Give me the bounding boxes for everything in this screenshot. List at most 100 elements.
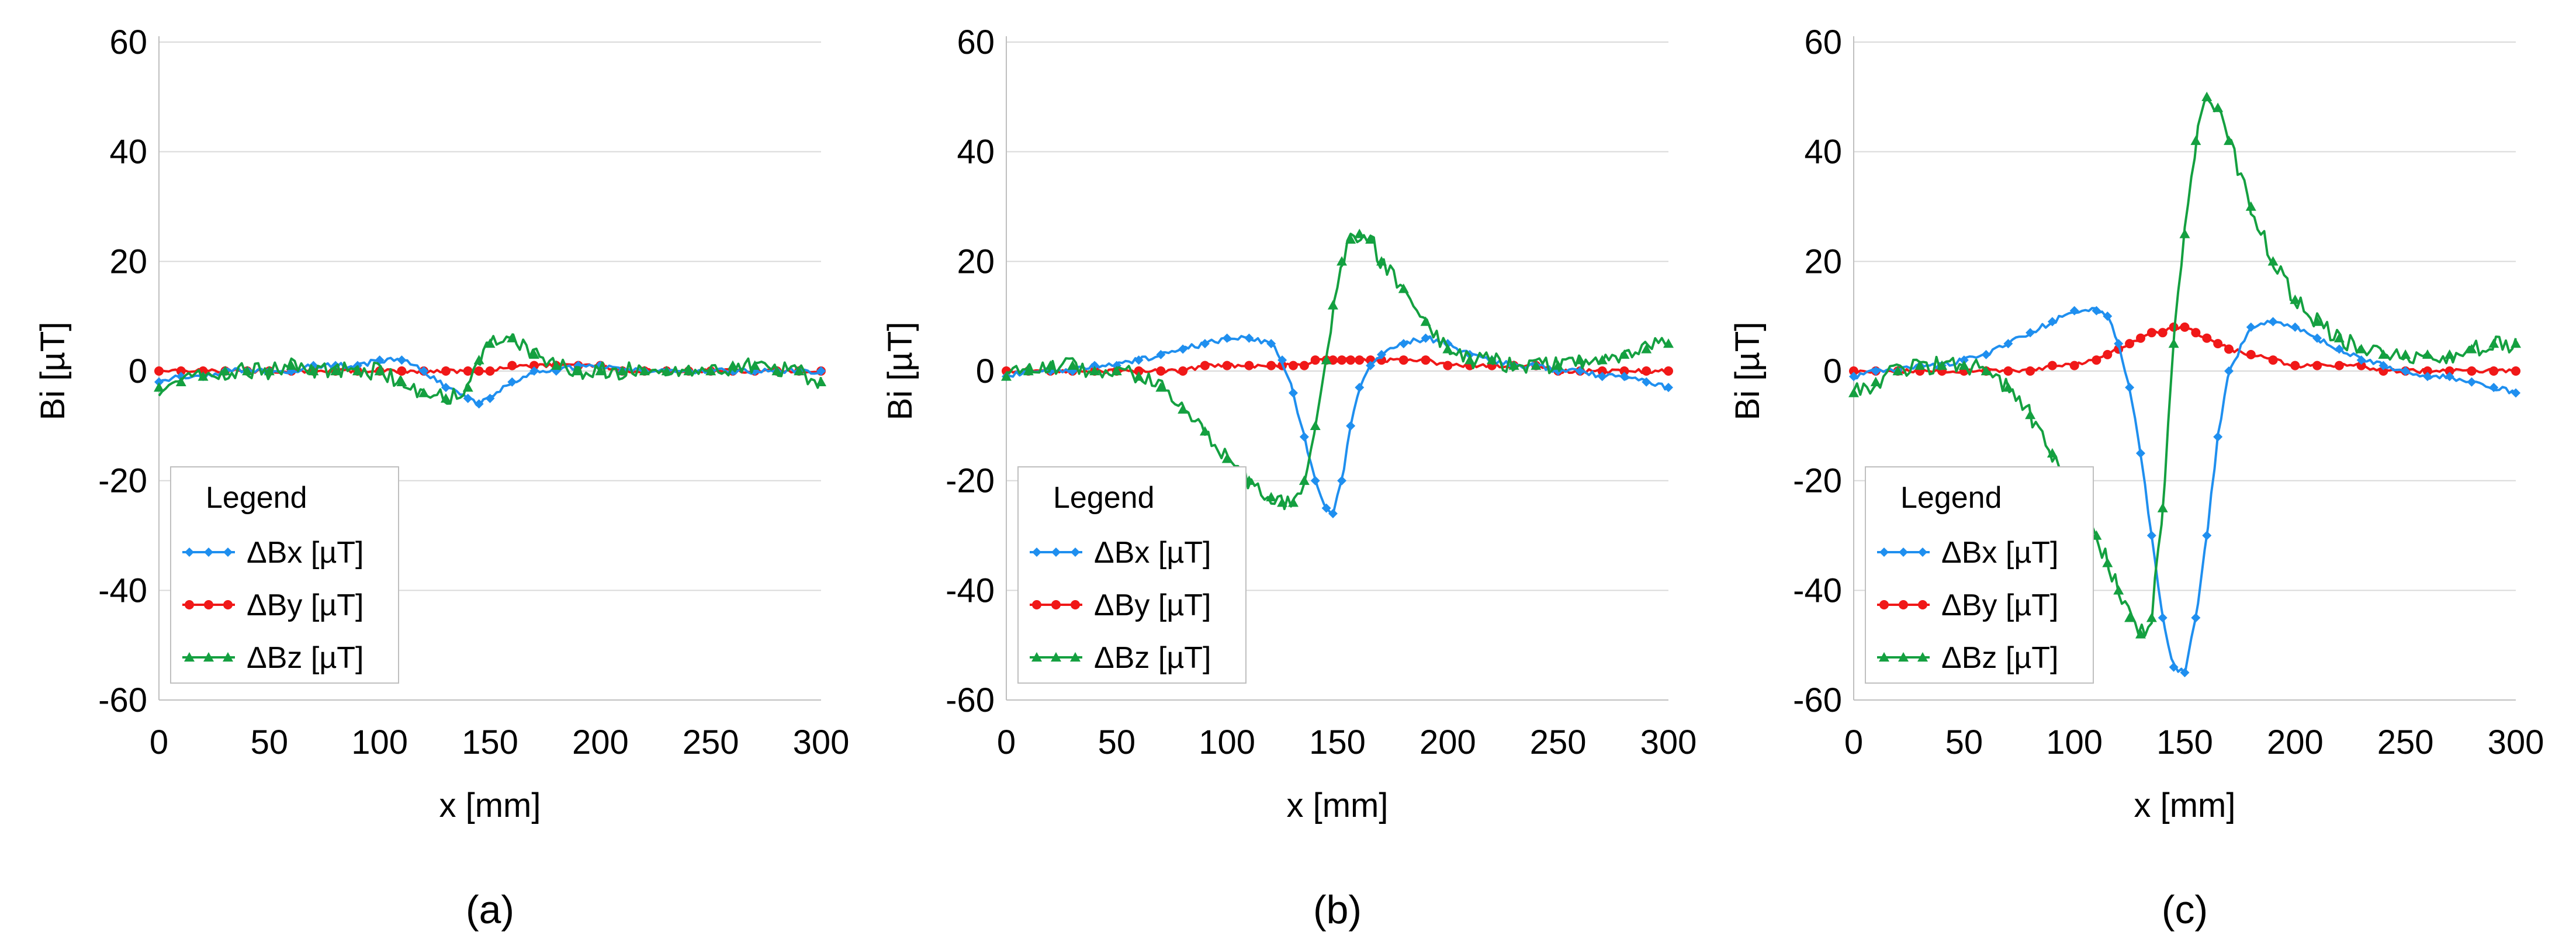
data-point <box>1871 366 1881 376</box>
data-point <box>1398 355 1408 365</box>
data-point <box>1156 349 1166 359</box>
data-point <box>1398 283 1409 293</box>
data-point <box>529 349 540 359</box>
legend-marker <box>223 600 233 609</box>
data-point <box>1597 355 1608 365</box>
data-point <box>1597 372 1607 382</box>
data-point <box>1641 344 1652 354</box>
data-point <box>617 366 628 376</box>
data-point <box>2047 361 2057 370</box>
x-axis-title: x [mm] <box>439 786 541 824</box>
data-point <box>2422 349 2433 359</box>
data-point <box>2267 256 2279 266</box>
data-point <box>1346 355 1356 365</box>
data-point <box>1328 508 1338 518</box>
data-point <box>2047 448 2058 458</box>
data-point <box>1266 491 1277 502</box>
data-point <box>1090 361 1100 370</box>
data-point <box>264 366 275 376</box>
y-tick-label: 60 <box>109 23 147 61</box>
y-tick-label: 20 <box>109 242 147 280</box>
data-point <box>2125 383 2135 393</box>
chart-panel-1: -60 -40 -20 0 20 40 60 0 50 100 150 200 250 300 x [mm]… <box>34 23 849 932</box>
legend-label: ΔBx [µT] <box>1094 536 1211 570</box>
data-point <box>484 338 496 348</box>
data-point <box>749 360 760 370</box>
data-point <box>2158 613 2168 623</box>
legend-marker <box>1879 547 1889 557</box>
data-point <box>816 376 826 386</box>
data-point <box>573 366 584 376</box>
data-point <box>154 377 164 387</box>
data-point <box>507 377 517 387</box>
data-point <box>308 366 319 376</box>
data-point <box>352 366 363 376</box>
y-tick-label: 40 <box>109 133 147 171</box>
y-tick-label: 0 <box>976 352 995 390</box>
data-point <box>2158 328 2168 338</box>
legend-marker <box>1899 547 1908 557</box>
legend-marker <box>223 652 233 662</box>
x-tick-label: 200 <box>572 723 629 761</box>
legend-marker <box>1879 600 1889 609</box>
data-point <box>441 383 451 393</box>
x-tick-label: 200 <box>2267 723 2324 761</box>
data-point <box>2102 557 2113 567</box>
data-point <box>154 366 164 376</box>
data-point <box>2268 317 2278 327</box>
x-tick-label: 300 <box>2488 723 2544 761</box>
data-point <box>2378 349 2389 359</box>
data-point <box>397 355 407 365</box>
x-tick-label: 300 <box>1640 723 1697 761</box>
data-point <box>1664 366 1673 376</box>
data-point <box>2103 349 2113 359</box>
x-tick-label: 250 <box>683 723 739 761</box>
data-point <box>2378 366 2388 376</box>
data-point <box>1574 355 1585 365</box>
legend-label: ΔBy [µT] <box>1094 588 1211 622</box>
data-point <box>1310 355 1320 365</box>
x-tick-label: 150 <box>1309 723 1366 761</box>
data-point <box>1289 361 1298 370</box>
data-point <box>2168 338 2179 348</box>
data-point <box>462 382 473 392</box>
series-diamond <box>1849 306 2520 678</box>
data-point <box>2113 585 2124 595</box>
data-point <box>705 366 716 376</box>
data-point <box>330 366 341 376</box>
data-point <box>2003 366 2013 376</box>
data-point <box>1178 344 1188 354</box>
data-point <box>1321 355 1332 365</box>
data-point <box>1112 361 1121 370</box>
data-point <box>794 366 805 376</box>
data-point <box>1321 503 1331 513</box>
data-point <box>1642 366 1651 376</box>
data-point <box>374 366 385 376</box>
legend-marker <box>184 652 195 662</box>
data-point <box>1288 388 1298 398</box>
data-point <box>1355 355 1365 365</box>
data-point <box>1366 361 1376 370</box>
data-point <box>661 366 672 376</box>
x-tick-label: 250 <box>2377 723 2434 761</box>
legend-marker <box>1917 652 1928 662</box>
data-point <box>2180 322 2190 332</box>
data-point <box>1619 349 1630 359</box>
data-point <box>2511 388 2520 398</box>
legend-marker <box>185 547 194 557</box>
legend-label: ΔBx [µT] <box>1941 536 2058 570</box>
data-point <box>1442 344 1453 354</box>
y-tick-label: 40 <box>957 133 995 171</box>
data-point <box>1134 366 1144 376</box>
data-point <box>1222 333 1232 343</box>
data-point <box>1266 361 1276 370</box>
legend: Legend ΔBx [µT] ΔBy [µT] ΔBz [µT] <box>170 466 399 684</box>
legend-box <box>1017 466 1247 684</box>
data-point <box>1981 366 1992 376</box>
panel-label: (c) <box>2162 888 2208 932</box>
data-point <box>2092 355 2101 365</box>
series-triangle <box>1848 91 2521 639</box>
y-tick-label: 60 <box>957 23 995 61</box>
data-point <box>550 360 562 370</box>
data-point <box>1277 497 1288 507</box>
